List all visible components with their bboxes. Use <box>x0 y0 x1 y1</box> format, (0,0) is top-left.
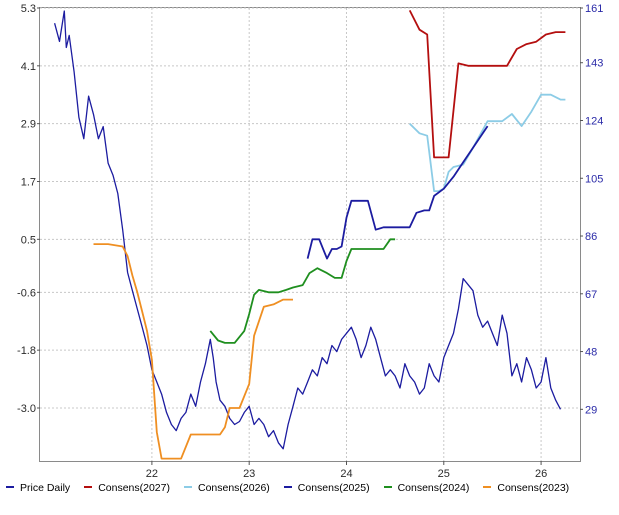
legend-label: Consens(2023) <box>497 482 570 494</box>
right-tick-label: 105 <box>585 173 603 185</box>
legend-item-consens-2024: Consens(2024) <box>383 480 470 496</box>
legend-item-consens-2025: Consens(2025) <box>283 480 370 496</box>
series-line-price-daily <box>53 10 562 450</box>
left-tick-label: -1.8 <box>17 345 36 357</box>
series-line-consens-2027 <box>408 9 566 159</box>
legend-label: Consens(2026) <box>197 482 270 494</box>
legend-item-consens-2027: Consens(2027) <box>84 480 170 496</box>
left-axis-ticks: 5.3 4.1 2.9 1.7 0.5 -0.6 -1.8 -3.0 <box>17 3 40 415</box>
x-tick-label: 24 <box>340 468 352 480</box>
legend-item-consens-2026: Consens(2026) <box>183 480 270 496</box>
series-line-consens-2025 <box>306 125 489 260</box>
right-tick-label: 86 <box>585 231 597 243</box>
legend: Price Daily Consens(2027) Consens(2026) Con… <box>6 480 614 496</box>
legend-swatch <box>283 486 292 489</box>
series-line-consens-2024 <box>209 238 396 344</box>
series-lines <box>53 9 566 460</box>
right-axis-ticks: 161 143 124 105 86 67 48 29 <box>580 3 603 416</box>
right-tick-label: 124 <box>585 115 603 127</box>
legend-label: Consens(2027) <box>98 482 170 494</box>
left-tick-label: 2.9 <box>21 119 36 131</box>
x-tick-label: 25 <box>438 468 450 480</box>
x-tick-label: 22 <box>146 468 158 480</box>
x-axis-ticks: 22 23 24 25 26 <box>146 461 547 480</box>
legend-swatch <box>84 486 93 489</box>
plot-frame <box>39 7 581 462</box>
legend-swatch <box>183 486 192 489</box>
x-tick-label: 23 <box>243 468 255 480</box>
left-tick-label: 5.3 <box>21 3 36 15</box>
left-tick-label: -0.6 <box>17 287 36 299</box>
right-tick-label: 161 <box>585 3 603 15</box>
right-tick-label: 67 <box>585 289 597 301</box>
legend-item-consens-2023: Consens(2023) <box>483 480 569 496</box>
legend-swatch <box>483 486 492 489</box>
right-tick-label: 48 <box>585 347 597 359</box>
right-tick-label: 143 <box>585 58 603 70</box>
left-tick-label: 0.5 <box>21 234 36 246</box>
legend-swatch <box>6 486 14 489</box>
left-tick-label: 4.1 <box>21 61 36 73</box>
left-tick-label: 1.7 <box>21 176 36 188</box>
x-tick-label: 26 <box>535 468 547 480</box>
right-tick-label: 29 <box>585 404 597 416</box>
series-line-consens-2023 <box>93 243 293 460</box>
legend-label: Consens(2024) <box>397 482 470 494</box>
legend-swatch <box>383 486 392 489</box>
left-tick-label: -3.0 <box>17 403 36 415</box>
legend-label: Price Daily <box>20 482 71 494</box>
legend-label: Consens(2025) <box>297 482 370 494</box>
legend-item-price-daily: Price Daily <box>6 480 70 496</box>
